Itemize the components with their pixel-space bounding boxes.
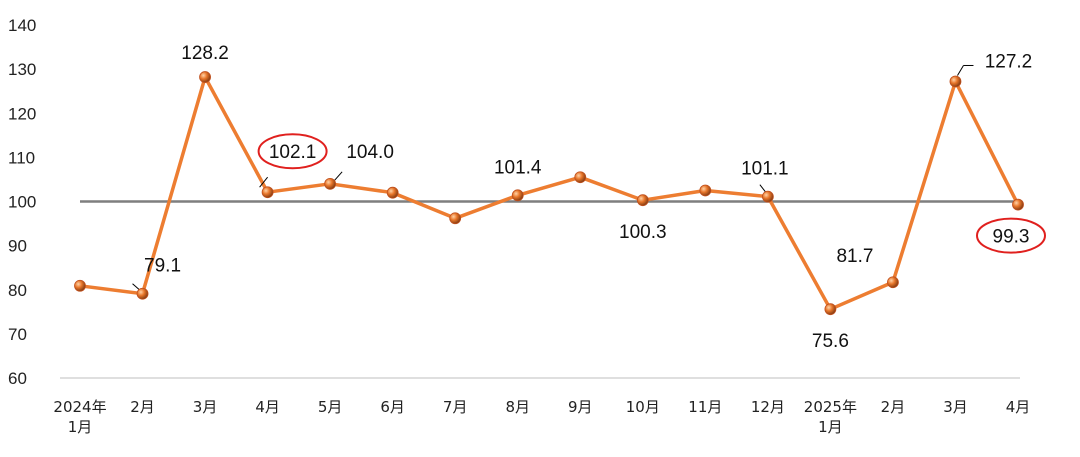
x-tick-label: 3月 [943, 398, 968, 416]
x-tick-label: 3月 [193, 398, 218, 416]
y-tick-label: 70 [8, 325, 27, 344]
data-label: 99.3 [993, 227, 1030, 248]
data-point [449, 212, 462, 225]
x-tick-label: 2月 [130, 398, 155, 416]
highlight-ellipse [257, 133, 328, 170]
data-label: 101.4 [494, 157, 542, 178]
data-label-leader [259, 176, 268, 188]
x-tick-label: 8月 [505, 398, 530, 416]
data-label: 101.1 [741, 159, 789, 180]
x-tick-label: 12月 [751, 398, 785, 416]
x-tick-label: 4月 [1006, 398, 1031, 416]
x-tick-label: 5月 [318, 398, 343, 416]
x-tick-label: 11月 [688, 398, 722, 416]
x-tick-label: 2025年 [804, 398, 857, 416]
y-tick-label: 90 [8, 237, 27, 256]
data-point [636, 194, 649, 207]
y-tick-label: 60 [8, 369, 27, 388]
data-point [511, 189, 524, 202]
data-point [199, 71, 211, 83]
data-label: 79.1 [144, 256, 181, 277]
data-point [386, 186, 399, 199]
x-tick-label: 6月 [380, 398, 405, 416]
y-tick-label: 120 [8, 104, 36, 123]
series-line [79, 75, 1020, 311]
x-tick-label: 1月 [818, 418, 843, 436]
data-label: 127.2 [985, 51, 1033, 72]
data-point [699, 184, 712, 197]
data-label: 104.0 [346, 142, 394, 163]
data-point [74, 279, 86, 292]
y-tick-label: 140 [8, 16, 36, 35]
x-tick-label: 2月 [881, 398, 906, 416]
data-label: 75.6 [812, 331, 849, 352]
data-point [1012, 198, 1024, 211]
data-point [824, 303, 837, 316]
x-tick-label: 4月 [255, 398, 280, 416]
x-tick-label: 1月 [68, 418, 93, 436]
data-point [324, 177, 337, 190]
data-label: 100.3 [619, 222, 667, 243]
x-tick-label: 9月 [568, 398, 593, 416]
data-label-leader [333, 171, 343, 182]
data-point [761, 190, 774, 203]
x-tick-label: 7月 [443, 398, 468, 416]
data-point [887, 276, 899, 289]
y-tick-label: 110 [8, 148, 35, 167]
highlight-ellipse [976, 217, 1046, 254]
data-label-leader [957, 65, 964, 76]
data-label: 81.7 [836, 246, 873, 267]
x-tick-label: 2024年 [53, 398, 106, 416]
data-point [261, 186, 274, 199]
data-label: 128.2 [181, 43, 229, 64]
y-tick-label: 130 [8, 60, 36, 79]
y-tick-label: 100 [8, 193, 36, 212]
data-label: 102.1 [269, 142, 317, 163]
x-tick-label: 10月 [626, 398, 660, 416]
y-tick-label: 80 [8, 281, 27, 300]
data-point [949, 75, 962, 88]
data-point [136, 287, 149, 300]
data-point [574, 171, 587, 184]
